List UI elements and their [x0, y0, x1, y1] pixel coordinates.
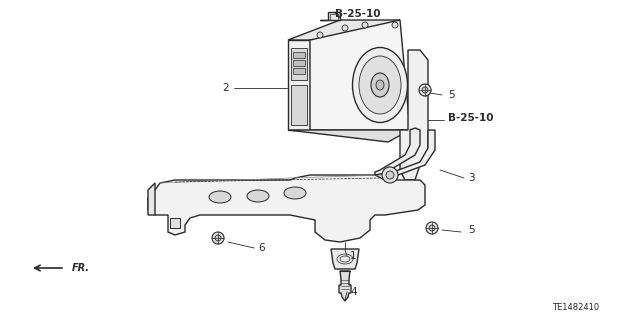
Polygon shape — [288, 40, 310, 130]
Polygon shape — [385, 130, 435, 178]
Polygon shape — [291, 48, 307, 80]
Polygon shape — [375, 128, 420, 175]
Text: 5: 5 — [448, 90, 454, 100]
Polygon shape — [148, 175, 425, 242]
Polygon shape — [288, 130, 410, 142]
Polygon shape — [288, 20, 400, 40]
Circle shape — [342, 25, 348, 31]
Text: 2: 2 — [222, 83, 228, 93]
Circle shape — [362, 22, 368, 28]
Ellipse shape — [371, 73, 389, 97]
Text: 6: 6 — [258, 243, 264, 253]
Circle shape — [382, 167, 398, 183]
Ellipse shape — [353, 48, 408, 122]
Circle shape — [419, 84, 431, 96]
Text: B-25-10: B-25-10 — [448, 113, 493, 123]
Polygon shape — [331, 249, 359, 269]
Ellipse shape — [247, 190, 269, 202]
Polygon shape — [293, 52, 305, 58]
Circle shape — [212, 232, 224, 244]
Text: FR.: FR. — [72, 263, 90, 273]
Circle shape — [386, 171, 394, 179]
Polygon shape — [339, 271, 351, 301]
Circle shape — [317, 32, 323, 38]
Ellipse shape — [209, 191, 231, 203]
Polygon shape — [400, 50, 428, 180]
Text: B-25-10: B-25-10 — [335, 9, 381, 19]
Text: 1: 1 — [350, 251, 356, 261]
Circle shape — [392, 22, 398, 28]
Polygon shape — [310, 20, 410, 130]
Polygon shape — [148, 183, 155, 215]
Ellipse shape — [376, 80, 384, 90]
Circle shape — [429, 225, 435, 231]
Polygon shape — [170, 218, 180, 228]
Polygon shape — [291, 85, 307, 125]
Circle shape — [426, 222, 438, 234]
Text: 3: 3 — [468, 173, 475, 183]
Polygon shape — [293, 68, 305, 74]
Ellipse shape — [284, 187, 306, 199]
Text: TE1482410: TE1482410 — [552, 303, 599, 313]
Polygon shape — [293, 60, 305, 66]
Polygon shape — [320, 12, 340, 20]
Circle shape — [422, 87, 428, 93]
Circle shape — [215, 235, 221, 241]
Text: 5: 5 — [468, 225, 475, 235]
Text: 4: 4 — [350, 287, 356, 297]
Ellipse shape — [359, 56, 401, 114]
